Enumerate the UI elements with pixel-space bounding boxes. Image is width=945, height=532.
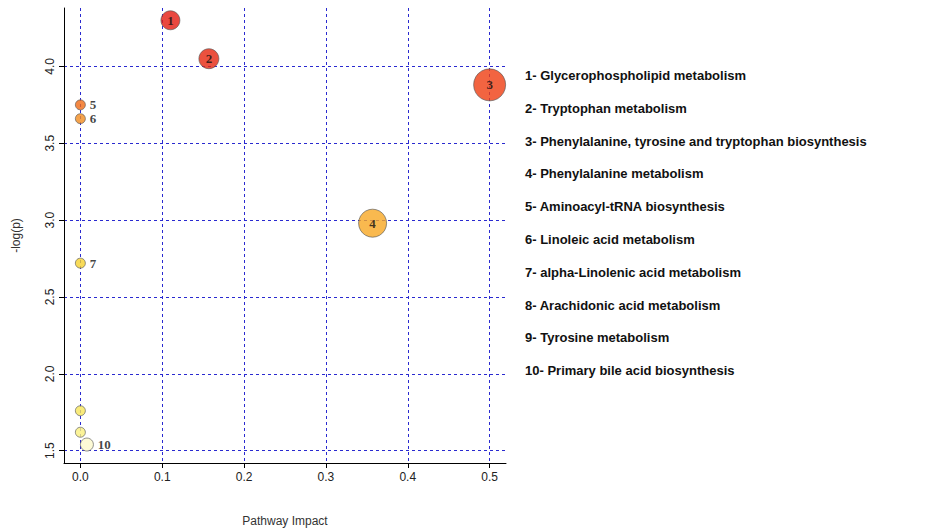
svg-text:2: 2 — [206, 51, 213, 66]
svg-text:10- Primary bile acid biosynth: 10- Primary bile acid biosynthesis — [525, 363, 735, 378]
svg-text:3.5: 3.5 — [43, 135, 57, 152]
svg-text:1: 1 — [167, 13, 174, 28]
svg-text:0.3: 0.3 — [318, 470, 335, 484]
svg-text:1- Glycerophospholipid metabol: 1- Glycerophospholipid metabolism — [525, 68, 746, 83]
svg-text:3: 3 — [486, 77, 493, 92]
svg-text:-log(p): -log(p) — [9, 218, 23, 253]
svg-text:6: 6 — [90, 111, 97, 126]
svg-text:5- Aminoacyl-tRNA biosynthesis: 5- Aminoacyl-tRNA biosynthesis — [525, 199, 725, 214]
svg-text:7- alpha-Linolenic acid metabo: 7- alpha-Linolenic acid metabolism — [525, 265, 741, 280]
svg-text:6- Linoleic acid metabolism: 6- Linoleic acid metabolism — [525, 232, 695, 247]
svg-text:2.5: 2.5 — [43, 288, 57, 305]
svg-text:2- Tryptophan metabolism: 2- Tryptophan metabolism — [525, 101, 687, 116]
svg-text:4.0: 4.0 — [43, 58, 57, 75]
svg-text:8- Arachidonic acid metabolism: 8- Arachidonic acid metabolism — [525, 298, 720, 313]
svg-text:0.4: 0.4 — [399, 470, 416, 484]
svg-text:0.2: 0.2 — [236, 470, 253, 484]
svg-text:4: 4 — [369, 216, 376, 231]
svg-text:9- Tyrosine metabolism: 9- Tyrosine metabolism — [525, 330, 669, 345]
svg-text:Pathway Impact: Pathway Impact — [242, 514, 328, 528]
svg-text:0.1: 0.1 — [154, 470, 171, 484]
svg-text:7: 7 — [90, 256, 97, 271]
svg-text:4- Phenylalanine metabolism: 4- Phenylalanine metabolism — [525, 166, 703, 181]
svg-text:1.5: 1.5 — [43, 442, 57, 459]
svg-text:3- Phenylalanine, tyrosine and: 3- Phenylalanine, tyrosine and tryptopha… — [525, 134, 867, 149]
svg-text:0.0: 0.0 — [72, 470, 89, 484]
svg-text:10: 10 — [98, 437, 111, 452]
svg-text:3.0: 3.0 — [43, 211, 57, 228]
svg-text:2.0: 2.0 — [43, 365, 57, 382]
svg-text:5: 5 — [90, 97, 97, 112]
svg-text:0.5: 0.5 — [481, 470, 498, 484]
